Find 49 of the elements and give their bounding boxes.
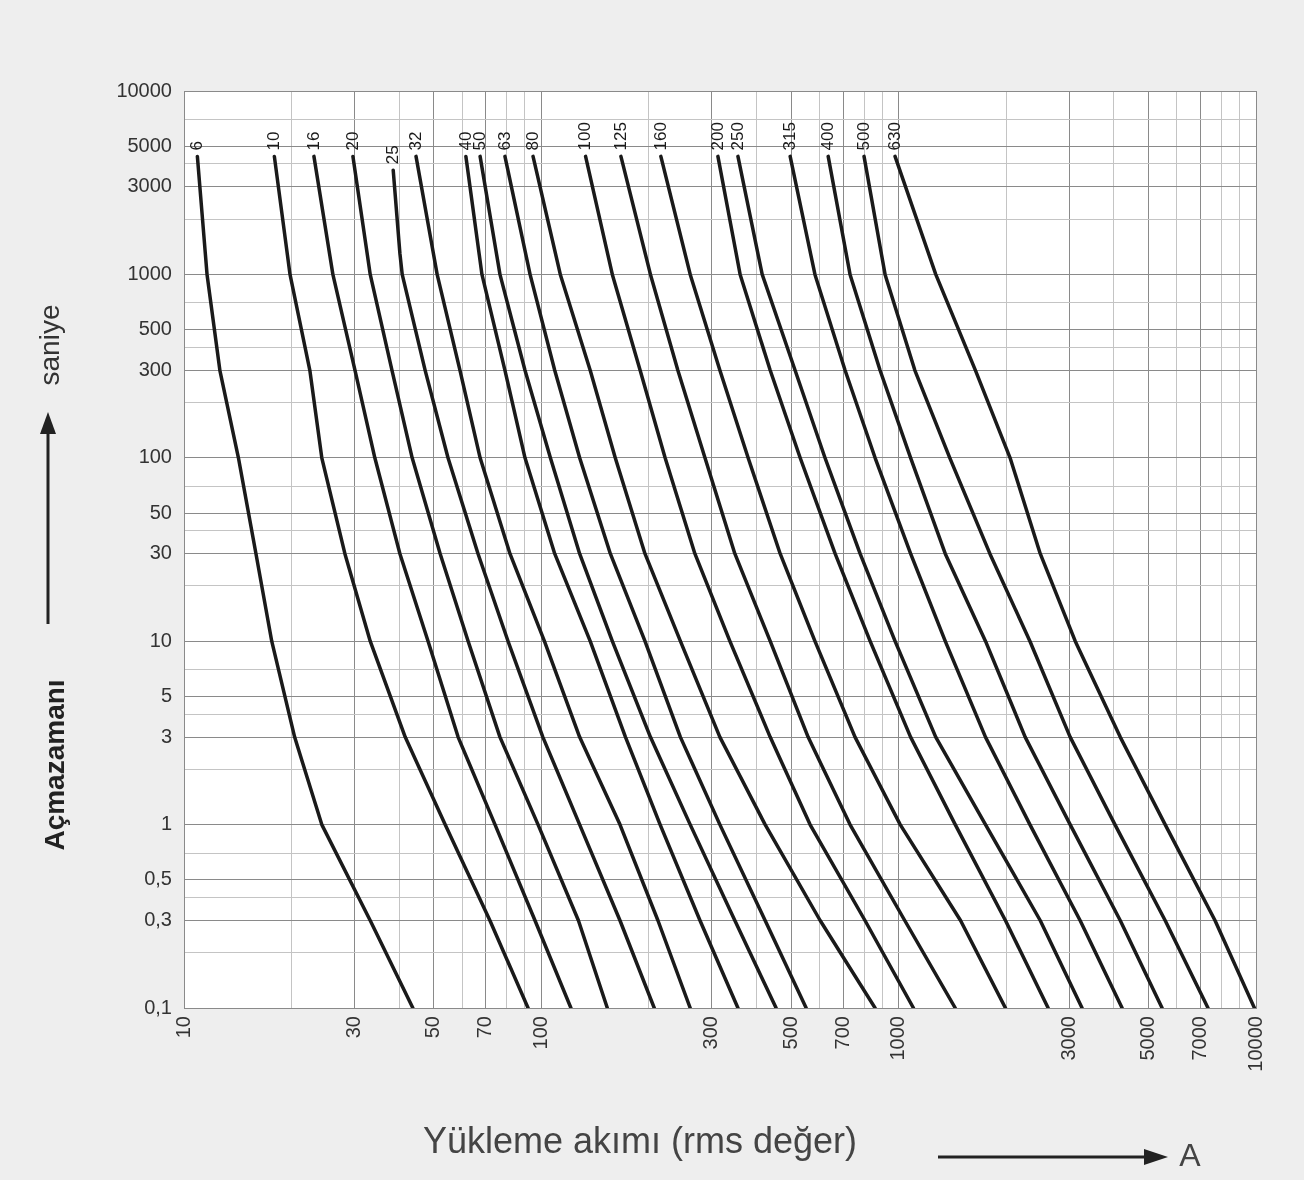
y-tick-label: 50	[149, 500, 172, 523]
x-tick-label: 700	[830, 1016, 853, 1050]
text: 16	[303, 131, 323, 151]
text: 32	[405, 131, 425, 151]
text: 200	[707, 122, 727, 151]
text: 400	[817, 122, 837, 151]
text: 20	[342, 131, 362, 151]
y-tick-label: 0,1	[144, 995, 172, 1018]
x-tick-label: 5000	[1135, 1016, 1158, 1061]
x-tick-label: 100	[528, 1016, 551, 1050]
x-tick-label: 50	[421, 1016, 444, 1039]
y-tick-label: 100	[138, 445, 172, 468]
text: 63	[494, 131, 514, 151]
y-tick-label: 1000	[127, 261, 172, 284]
y-tick-label: 3	[160, 724, 172, 747]
x-tick-label: 300	[699, 1016, 722, 1050]
text: 125	[610, 122, 630, 151]
y-tick-label: 5000	[127, 133, 172, 156]
y-tick-label: 300	[138, 357, 172, 380]
text: 160	[650, 122, 670, 151]
y-axis-title: Açmazamanı	[39, 679, 71, 851]
x-tick-label: 70	[473, 1016, 496, 1039]
y-tick-label: 1	[160, 812, 172, 835]
y-tick-label: 30	[149, 541, 172, 564]
text: 80	[522, 131, 542, 151]
text: 315	[779, 122, 799, 151]
x-tick-label: 3000	[1056, 1016, 1079, 1061]
text: 10	[264, 131, 284, 151]
y-tick-label: 10	[149, 628, 172, 651]
y-tick-label: 5	[160, 683, 172, 706]
text: 25	[382, 145, 402, 165]
y-tick-label: 500	[138, 317, 172, 340]
y-tick-label: 3000	[127, 174, 172, 197]
x-tick-label: 30	[342, 1016, 365, 1039]
x-tick-label: 7000	[1188, 1016, 1211, 1061]
text: 500	[853, 122, 873, 151]
text: 630	[884, 122, 904, 151]
text: A	[1179, 1136, 1201, 1174]
text: saniye	[34, 304, 66, 386]
y-tick-label: 0,3	[144, 908, 172, 931]
y-tick-label: 0,5	[144, 867, 172, 890]
y-tick-label: 10000	[116, 78, 172, 101]
x-tick-label: 10000	[1243, 1016, 1266, 1072]
text: 100	[575, 122, 595, 151]
text: 250	[727, 122, 747, 151]
x-tick-label: 500	[778, 1016, 801, 1050]
text: 6	[187, 140, 207, 151]
x-axis-title: Yükleme akımı (rms değer)	[422, 1120, 858, 1162]
x-tick-label: 1000	[886, 1016, 909, 1061]
